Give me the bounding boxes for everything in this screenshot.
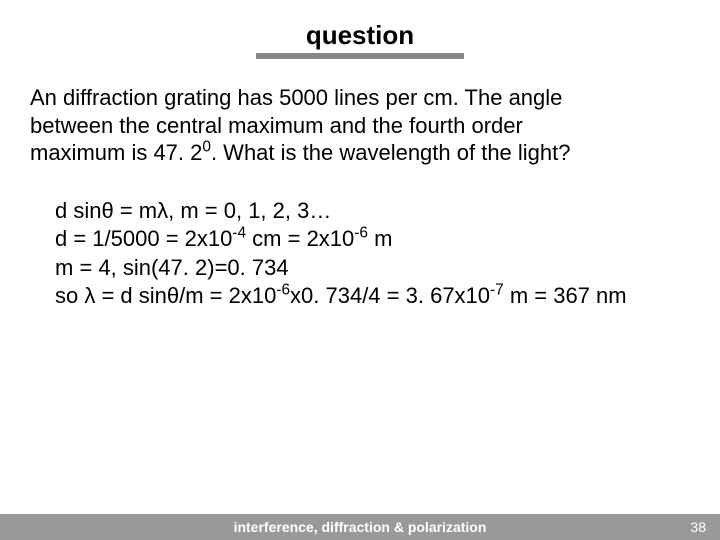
sol-sup3: -6 xyxy=(276,282,290,299)
slide-title: question xyxy=(256,20,464,59)
problem-line1: An diffraction grating has 5000 lines pe… xyxy=(30,85,562,110)
footer-bar: interference, diffraction & polarization… xyxy=(0,514,720,540)
problem-text: An diffraction grating has 5000 lines pe… xyxy=(0,59,720,167)
title-area: question xyxy=(0,0,720,59)
sol-sup2: -6 xyxy=(354,225,368,242)
sol-line4c: m = 367 nm xyxy=(504,283,627,308)
sol-line4b: x0. 734/4 = 3. 67x10 xyxy=(290,283,490,308)
problem-line3b: . What is the wavelength of the light? xyxy=(211,140,571,165)
sol-sup1: -4 xyxy=(232,225,246,242)
sol-line3: m = 4, sin(47. 2)=0. 734 xyxy=(55,255,289,280)
sol-line2c: m xyxy=(368,226,392,251)
solution-text: d sinθ = mλ, m = 0, 1, 2, 3… d = 1/5000 … xyxy=(0,167,720,311)
sol-line2a: d = 1/5000 = 2x10 xyxy=(55,226,232,251)
sol-line2b: cm = 2x10 xyxy=(246,226,354,251)
sol-line4a: so λ = d sinθ/m = 2x10 xyxy=(55,283,276,308)
sol-sup4: -7 xyxy=(490,282,504,299)
problem-line3a: maximum is 47. 2 xyxy=(30,140,202,165)
problem-degree-sup: 0 xyxy=(202,139,211,156)
problem-line2: between the central maximum and the four… xyxy=(30,113,523,138)
page-number: 38 xyxy=(690,519,706,535)
sol-line1: d sinθ = mλ, m = 0, 1, 2, 3… xyxy=(55,198,331,223)
footer-text: interference, diffraction & polarization xyxy=(234,519,487,535)
